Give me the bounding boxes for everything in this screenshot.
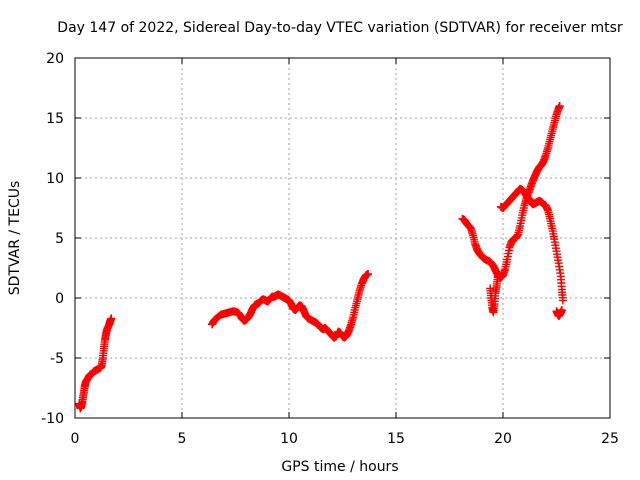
x-tick-label: 10 [280,431,298,447]
y-tick-label: -5 [50,351,64,367]
y-tick-label: 0 [55,291,64,307]
grid-lines [75,58,610,418]
data-point [557,306,566,314]
x-tick-label: 0 [71,431,80,447]
chart-title: Day 147 of 2022, Sidereal Day-to-day VTE… [57,20,623,36]
y-tick-label: 5 [55,231,64,247]
y-axis-label: SDTVAR / TECUs [7,181,23,296]
axis-ticks: 0 5 10 15 20 25 -10 -5 0 5 10 15 20 [41,51,619,447]
plot-frame [74,57,611,419]
y-tick-label: 10 [46,171,64,187]
x-tick-label: 15 [387,431,405,447]
y-tick-label: -10 [41,411,64,427]
data-point [558,296,567,305]
data-point [364,270,373,278]
x-axis-label: GPS time / hours [281,459,398,475]
data-points [75,102,567,413]
data-point [494,270,503,278]
x-tick-label: 25 [601,431,619,447]
x-tick-label: 20 [494,431,512,447]
data-point [107,314,116,323]
y-tick-label: 15 [46,111,64,127]
data-point [555,102,564,110]
x-tick-label: 5 [178,431,187,447]
y-tick-label: 20 [46,51,64,67]
